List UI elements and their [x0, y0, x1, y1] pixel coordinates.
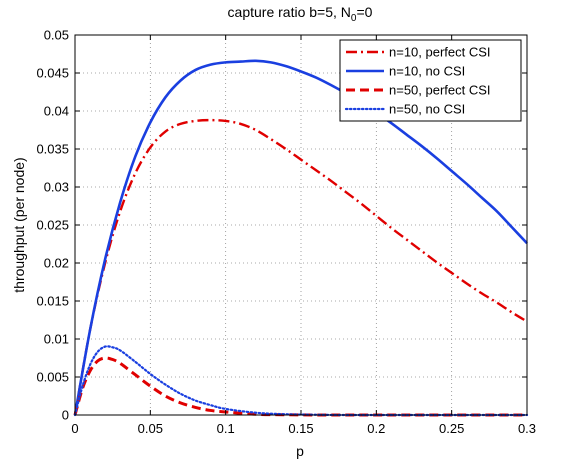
tick-labels: 0 0.05 0.1 0.15 0.2 0.25 0.3 0 0.005 0.01 0.015 0.0… [36, 28, 536, 437]
y-tick-label: 0.015 [36, 294, 69, 309]
y-tick-label: 0.01 [44, 332, 69, 347]
y-tick-label: 0.04 [44, 104, 69, 119]
legend-label-2: n=10, no CSI [389, 64, 465, 79]
y-axis-label: throughput (per node) [11, 157, 27, 292]
axis-ticks [74, 34, 528, 416]
x-tick-label: 0.3 [518, 421, 536, 436]
legend: n=10, perfect CSI n=10, no CSI n=50, perfe… [339, 39, 522, 122]
y-tick-label: 0.02 [44, 256, 69, 271]
x-axis-label: p [296, 443, 304, 459]
legend-label-1: n=10, perfect CSI [389, 45, 491, 60]
x-tick-label: 0.05 [138, 421, 163, 436]
series-line-1 [73, 118, 528, 416]
legend-box [339, 39, 522, 122]
chart-title-subscript: 0 [351, 13, 357, 24]
x-tick-label: 0.1 [217, 421, 235, 436]
legend-label-3: n=50, perfect CSI [389, 83, 491, 98]
x-tick-label: 0.25 [439, 421, 464, 436]
chart-title: capture ratio b=5, N0=0 [228, 4, 373, 24]
y-tick-label: 0.035 [36, 142, 69, 157]
chart-title-main: capture ratio b=5, N [228, 4, 351, 20]
y-tick-label: 0.03 [44, 180, 69, 195]
y-tick-label: 0.045 [36, 66, 69, 81]
x-tick-label: 0.2 [367, 421, 385, 436]
y-tick-label: 0.05 [44, 28, 69, 43]
legend-label-4: n=50, no CSI [389, 102, 465, 117]
x-tick-label: 0.15 [288, 421, 313, 436]
y-tick-label: 0.005 [36, 370, 69, 385]
series-line-2 [73, 59, 528, 416]
x-tick-label: 0 [71, 421, 78, 436]
y-tick-label: 0.025 [36, 218, 69, 233]
chart-title-tail: =0 [356, 4, 372, 20]
series-line-3 [73, 356, 527, 417]
y-tick-label: 0 [62, 408, 69, 423]
